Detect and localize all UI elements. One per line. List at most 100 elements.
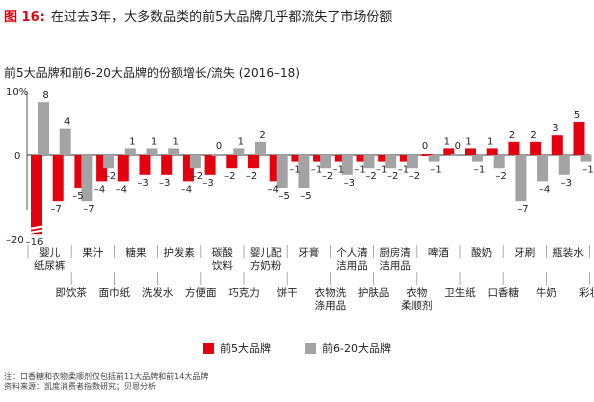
- bar-top5: [139, 155, 151, 175]
- bar-top5: [530, 141, 542, 155]
- source-line: 资料来源：凯度消费者指数研究；贝恩分析: [4, 382, 156, 391]
- bar-top6-20: [385, 155, 397, 169]
- data-label-top6-20: –5: [279, 191, 290, 202]
- bar-top5: [31, 155, 42, 235]
- data-label-top6-20: –4: [539, 184, 550, 195]
- data-label-top5: –16: [26, 237, 44, 248]
- bar-top6-20: [428, 155, 440, 162]
- bar-top6-20: [276, 155, 288, 188]
- category-label: 酸奶: [471, 246, 492, 259]
- bar-top6-20: [298, 155, 310, 188]
- bar-top6-20: [320, 155, 332, 169]
- data-label-top6-20: 2: [259, 130, 265, 141]
- figure-header: 图 16: 在过去3年，大多数品类的前5大品牌几乎都流失了市场份额: [4, 6, 392, 25]
- bar-top6-20: [493, 155, 505, 169]
- bar-top5: [291, 155, 303, 162]
- data-label-top5: 2: [530, 130, 536, 141]
- data-label-top5: –4: [181, 184, 192, 195]
- bar-top6-20: [341, 155, 353, 175]
- bar-top6-20: [211, 154, 223, 156]
- category-label: 方奶粉: [250, 259, 282, 272]
- bar-top6-20: [81, 155, 93, 202]
- bar-top5: [182, 155, 194, 182]
- bar-top6-20: [168, 148, 180, 155]
- bar-chart: 10%0–20 –168–74–5–7–4–2–41–31–31–4–2–30–2…: [6, 87, 594, 312]
- y-tick-label: –20: [6, 235, 24, 246]
- bar-top5: [551, 135, 563, 155]
- bar-top6-20: [406, 155, 418, 169]
- data-label-top6-20: 1: [238, 136, 244, 147]
- data-label-top6-20: 0: [216, 141, 222, 152]
- figure-label: 图 16:: [4, 10, 45, 25]
- bar-top5: [399, 155, 411, 162]
- data-label-top5: –1: [354, 165, 365, 176]
- data-label-top5: –7: [51, 204, 62, 215]
- category-label: 饼干: [277, 286, 298, 299]
- category-label: 牛奶: [536, 286, 557, 299]
- data-label-top6-20: –7: [83, 204, 94, 215]
- note-line: 注：口香糖和衣物柔顺剂仅包括前11大品牌和前14大品牌: [4, 372, 209, 381]
- y-tick-label: 0: [14, 151, 20, 162]
- data-label-top6-20: –2: [322, 171, 333, 182]
- category-label: 牙刷: [514, 246, 535, 259]
- bar-top5: [74, 155, 86, 188]
- category-label: 果汁: [82, 246, 103, 259]
- bar-top5: [443, 148, 455, 155]
- data-label-top5: –1: [376, 165, 387, 176]
- chart-legend: 前5大品牌 前6-20大品牌: [0, 340, 594, 356]
- data-label-top5: 1: [465, 136, 471, 147]
- data-label-top5: 5: [574, 110, 580, 121]
- category-label: 瓶装水: [552, 246, 584, 259]
- category-label: 即饮茶: [55, 286, 87, 299]
- legend-swatch-top5: [203, 342, 215, 354]
- bar-top6-20: [537, 155, 549, 182]
- category-label: 涤用品: [315, 299, 347, 312]
- data-label-top5: –5: [72, 191, 83, 202]
- bar-top6-20: [124, 148, 136, 155]
- data-label-top6-20: 8: [42, 90, 48, 101]
- data-label-top6-20: –2: [496, 171, 507, 182]
- data-label-top6-20: –2: [409, 171, 420, 182]
- category-label: 柔顺剂: [401, 299, 433, 312]
- category-label: 饮料: [212, 259, 233, 272]
- category-label: 啤酒: [428, 246, 449, 259]
- data-label-top6-20: 1: [129, 136, 135, 147]
- bar-top5: [52, 155, 64, 202]
- data-label-top5: 3: [552, 123, 558, 134]
- bar-top6-20: [189, 155, 201, 169]
- data-label-top6-20: –1: [582, 165, 593, 176]
- y-tick-label: 10%: [6, 87, 28, 98]
- category-label: 婴儿配: [250, 247, 282, 259]
- data-label-top5: –3: [137, 178, 148, 189]
- data-label-top5: –3: [202, 178, 213, 189]
- data-label-top5: –1: [311, 165, 322, 176]
- legend-label-top6-20: 前6-20大品牌: [322, 342, 391, 355]
- bar-top6-20: [146, 148, 158, 155]
- category-label: 口香糖: [487, 286, 519, 299]
- data-label-top5: 1: [444, 136, 450, 147]
- bar-top5: [334, 155, 346, 162]
- data-label-top6-20: 0: [455, 141, 461, 152]
- bar-top5: [486, 148, 498, 155]
- figure-title: 在过去3年，大多数品类的前5大品牌几乎都流失了市场份额: [50, 10, 393, 25]
- bar-top5: [117, 155, 129, 182]
- notes: 注：口香糖和衣物柔顺剂仅包括前11大品牌和前14大品牌 资料来源：凯度消费者指数…: [4, 372, 208, 392]
- category-label: 方便面: [185, 286, 217, 299]
- category-label: 衣物: [406, 286, 427, 299]
- bar-top6-20: [38, 102, 49, 155]
- category-label: 面巾纸: [99, 286, 131, 299]
- bar-top5: [226, 155, 238, 169]
- category-label: 纸尿裤: [34, 259, 66, 272]
- category-label: 衣物洗: [315, 286, 347, 299]
- bar-top5: [465, 148, 476, 155]
- category-label: 婴儿: [39, 247, 60, 259]
- bar-top6-20: [515, 155, 527, 202]
- bar-top5: [508, 141, 520, 155]
- bar-top5: [573, 122, 585, 155]
- bar-top6-20: [450, 154, 462, 156]
- bar-top5: [204, 155, 216, 175]
- data-label-top5: –4: [268, 184, 279, 195]
- bar-top6-20: [255, 141, 266, 155]
- bar-top5: [421, 154, 433, 156]
- data-label-top5: –2: [224, 171, 235, 182]
